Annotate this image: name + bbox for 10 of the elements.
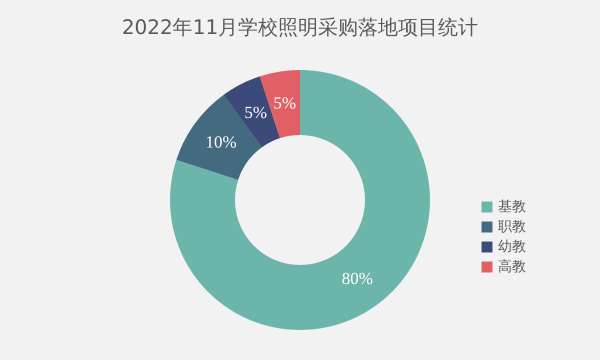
- data-label: 10%: [206, 132, 237, 152]
- data-label: 5%: [244, 103, 268, 122]
- data-label: 80%: [342, 268, 373, 288]
- legend-label: 幼教: [498, 239, 526, 255]
- legend-label: 基教: [498, 199, 526, 215]
- data-label: 5%: [273, 94, 296, 113]
- legend-label: 高教: [498, 259, 526, 275]
- donut-slice: [170, 70, 430, 330]
- chart-title: 2022年11月学校照明采购落地项目统计: [122, 15, 478, 39]
- legend-label: 职教: [498, 219, 526, 235]
